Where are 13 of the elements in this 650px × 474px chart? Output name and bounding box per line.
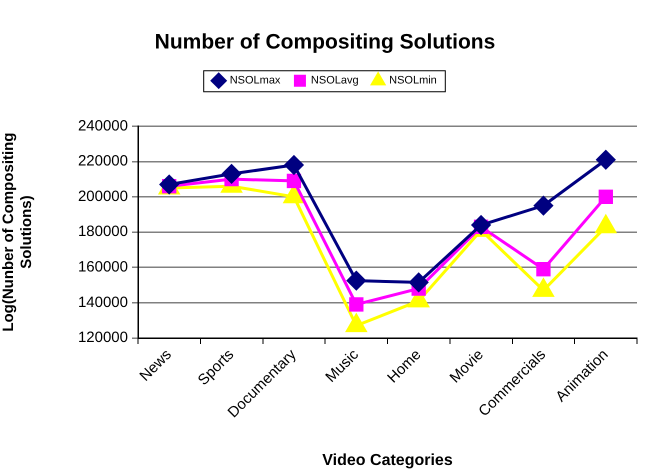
- legend-label: NSOLmin: [389, 74, 437, 87]
- y-tick-label: 160000: [78, 258, 128, 276]
- y-axis-title: Log(Nunber of Compositing Solutions): [0, 132, 36, 332]
- legend-label: NSOLavg: [310, 74, 359, 87]
- y-tick-label: 140000: [78, 294, 128, 311]
- legend-label: NSOLmax: [230, 74, 281, 87]
- y-tick-label: 220000: [78, 152, 128, 170]
- x-axis-title: Video Categories: [322, 452, 453, 469]
- y-tick-label: 240000: [78, 117, 128, 134]
- y-tick-label: 120000: [78, 329, 128, 346]
- y-tick-label: 180000: [78, 223, 128, 240]
- y-tick-label: 200000: [78, 188, 128, 205]
- chart-title: Number of Compositing Solutions: [154, 30, 496, 54]
